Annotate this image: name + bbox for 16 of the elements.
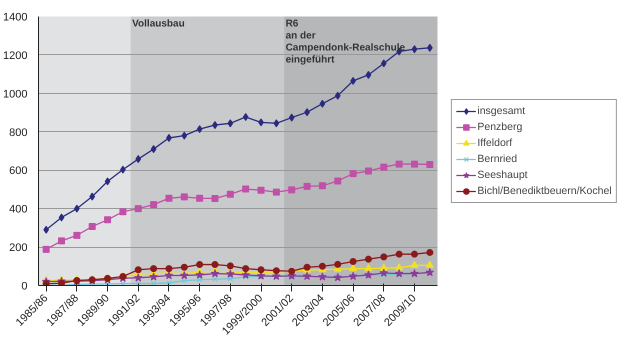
annotation: R6 an der Campendonk-Realschule eingeführt xyxy=(286,18,406,66)
y-tick-label: 800 xyxy=(9,126,28,139)
y-tick-label: 1400 xyxy=(3,12,28,24)
annotation: Vollausbau xyxy=(132,18,185,30)
legend-label: Iffeldorf xyxy=(477,136,512,150)
legend-label: Seeshaupt xyxy=(477,168,528,182)
legend-label: Bernried xyxy=(477,152,518,166)
y-tick-label: 0 xyxy=(21,280,28,292)
y-tick-label: 200 xyxy=(9,242,28,254)
y-tick-label: 400 xyxy=(9,204,28,216)
legend-label: Penzberg xyxy=(477,120,522,134)
legend-label: Bichl/Benediktbeuern/Kochel xyxy=(477,184,612,198)
y-tick-label: 600 xyxy=(9,165,28,178)
y-tick-label: 1200 xyxy=(3,50,28,62)
y-tick-label: 1000 xyxy=(3,88,28,100)
legend-label: insgesamt xyxy=(477,104,526,118)
